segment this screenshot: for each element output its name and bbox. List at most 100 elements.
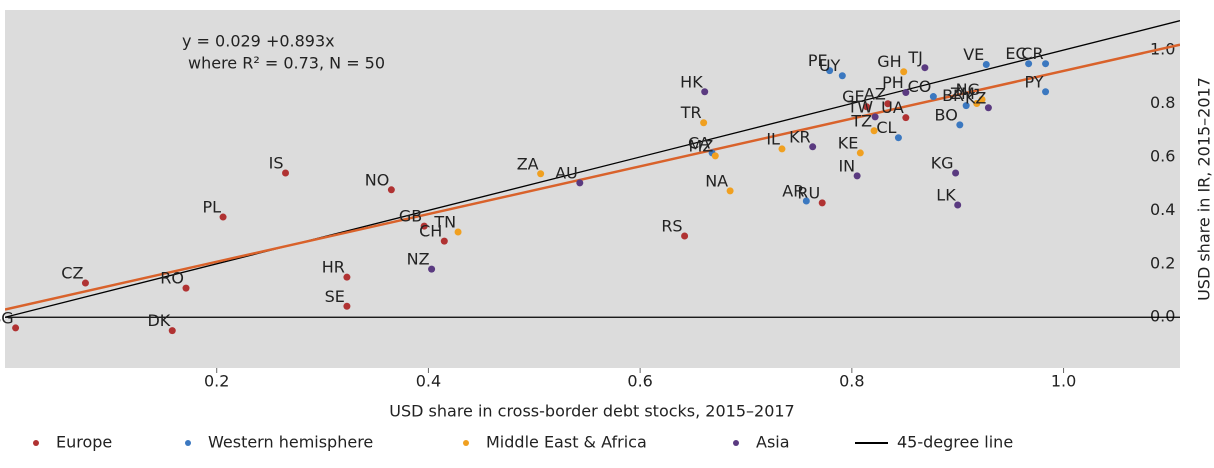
y-tick-label: 0.4: [1150, 200, 1175, 219]
legend-marker: [733, 440, 739, 446]
point: [826, 67, 834, 75]
x-tick-label: 1.0: [1051, 372, 1076, 391]
point-label: VE: [963, 45, 984, 64]
point: [454, 228, 462, 236]
point: [1042, 88, 1050, 96]
point-label: PL: [203, 198, 222, 217]
point: [894, 134, 902, 142]
point-label: CL: [876, 118, 896, 137]
y-axis-label: USD share in IR, 2015–2017: [1195, 77, 1214, 301]
x-tick-label: 0.2: [204, 372, 229, 391]
point: [978, 96, 986, 103]
point-label: PH: [882, 73, 904, 92]
point: [871, 113, 879, 121]
point: [711, 152, 719, 160]
point-label: RO: [160, 269, 184, 288]
x-axis-label: USD share in cross-border debt stocks, 2…: [389, 402, 794, 421]
annotation: where R² = 0.73, N = 50: [188, 54, 385, 73]
point-label: KR: [789, 127, 811, 146]
point-label: ZM: [950, 84, 975, 103]
point: [902, 89, 910, 97]
point: [838, 72, 846, 80]
point: [1025, 60, 1033, 68]
lines: [5, 20, 1180, 318]
reference-line: [5, 20, 1180, 318]
point-label: NZ: [407, 250, 430, 269]
point: [984, 104, 992, 112]
point-label: MZ: [689, 136, 714, 155]
point: [428, 265, 436, 273]
point: [954, 201, 962, 209]
point-label: KG: [931, 153, 954, 172]
y-tick-label: 0.0: [1150, 307, 1175, 326]
point-label: TN: [433, 213, 456, 232]
point: [576, 179, 584, 187]
point: [168, 327, 176, 335]
point-label: NG: [956, 80, 980, 99]
point-label: AZ: [864, 84, 886, 103]
point-label: TW: [847, 97, 874, 116]
point-label: PE: [808, 51, 828, 70]
point-label: GB: [399, 207, 422, 226]
point: [700, 119, 708, 127]
legend-label: Asia: [756, 433, 790, 452]
point-label: KE: [838, 133, 859, 152]
point: [809, 143, 817, 151]
point-label: KZ: [965, 88, 986, 107]
point: [726, 187, 734, 195]
point-label: IS: [269, 153, 284, 172]
point-label: UY: [819, 56, 841, 75]
point: [929, 93, 937, 101]
point-label: RU: [797, 183, 820, 202]
point-label: HR: [322, 258, 345, 277]
point-label: SE: [325, 287, 345, 306]
point: [701, 88, 709, 96]
y-tick-label: 0.8: [1150, 93, 1175, 112]
point-label: ZA: [517, 154, 539, 173]
point-label: AR: [782, 182, 804, 201]
legend-label: 45-degree line: [897, 433, 1013, 452]
point-label: CZ: [61, 264, 83, 283]
annotation: y = 0.029 +0.893x: [182, 32, 335, 51]
point-label: RS: [661, 217, 682, 236]
point-label: CR: [1021, 44, 1043, 63]
point-label: CO: [908, 77, 932, 96]
point: [802, 197, 810, 205]
point: [778, 145, 786, 153]
point: [343, 273, 351, 281]
legend-label: Middle East & Africa: [486, 433, 647, 452]
point-label: EC: [1005, 44, 1026, 63]
point: [962, 102, 970, 110]
point: [863, 103, 871, 111]
point-label: AU: [555, 163, 578, 182]
point-label: GH: [877, 52, 901, 71]
point: [973, 100, 981, 108]
point-label: TR: [680, 103, 702, 122]
point-label: UA: [881, 98, 904, 117]
point-label: GE: [842, 87, 865, 106]
point-label: TZ: [850, 111, 872, 130]
point: [900, 68, 908, 76]
x-tick-label: 0.6: [627, 372, 652, 391]
x-tick-label: 0.8: [839, 372, 864, 391]
legend-label: Western hemisphere: [208, 433, 373, 452]
point-label: IN: [838, 156, 855, 175]
point-label: CH: [419, 222, 442, 241]
y-tick-label: 0.2: [1150, 253, 1175, 272]
point: [182, 284, 190, 292]
point: [856, 149, 864, 157]
point-label: BO: [935, 105, 958, 124]
point: [12, 324, 20, 332]
y-tick-label: 0.6: [1150, 146, 1175, 165]
point: [1042, 60, 1050, 68]
point: [982, 61, 990, 69]
point: [420, 222, 428, 230]
point: [952, 169, 960, 177]
point: [343, 302, 351, 310]
point: [440, 237, 448, 245]
point-label: LK: [936, 186, 956, 205]
point: [853, 172, 861, 180]
point-label: BG: [0, 308, 14, 327]
point-label: NO: [365, 170, 390, 189]
point: [818, 199, 826, 207]
